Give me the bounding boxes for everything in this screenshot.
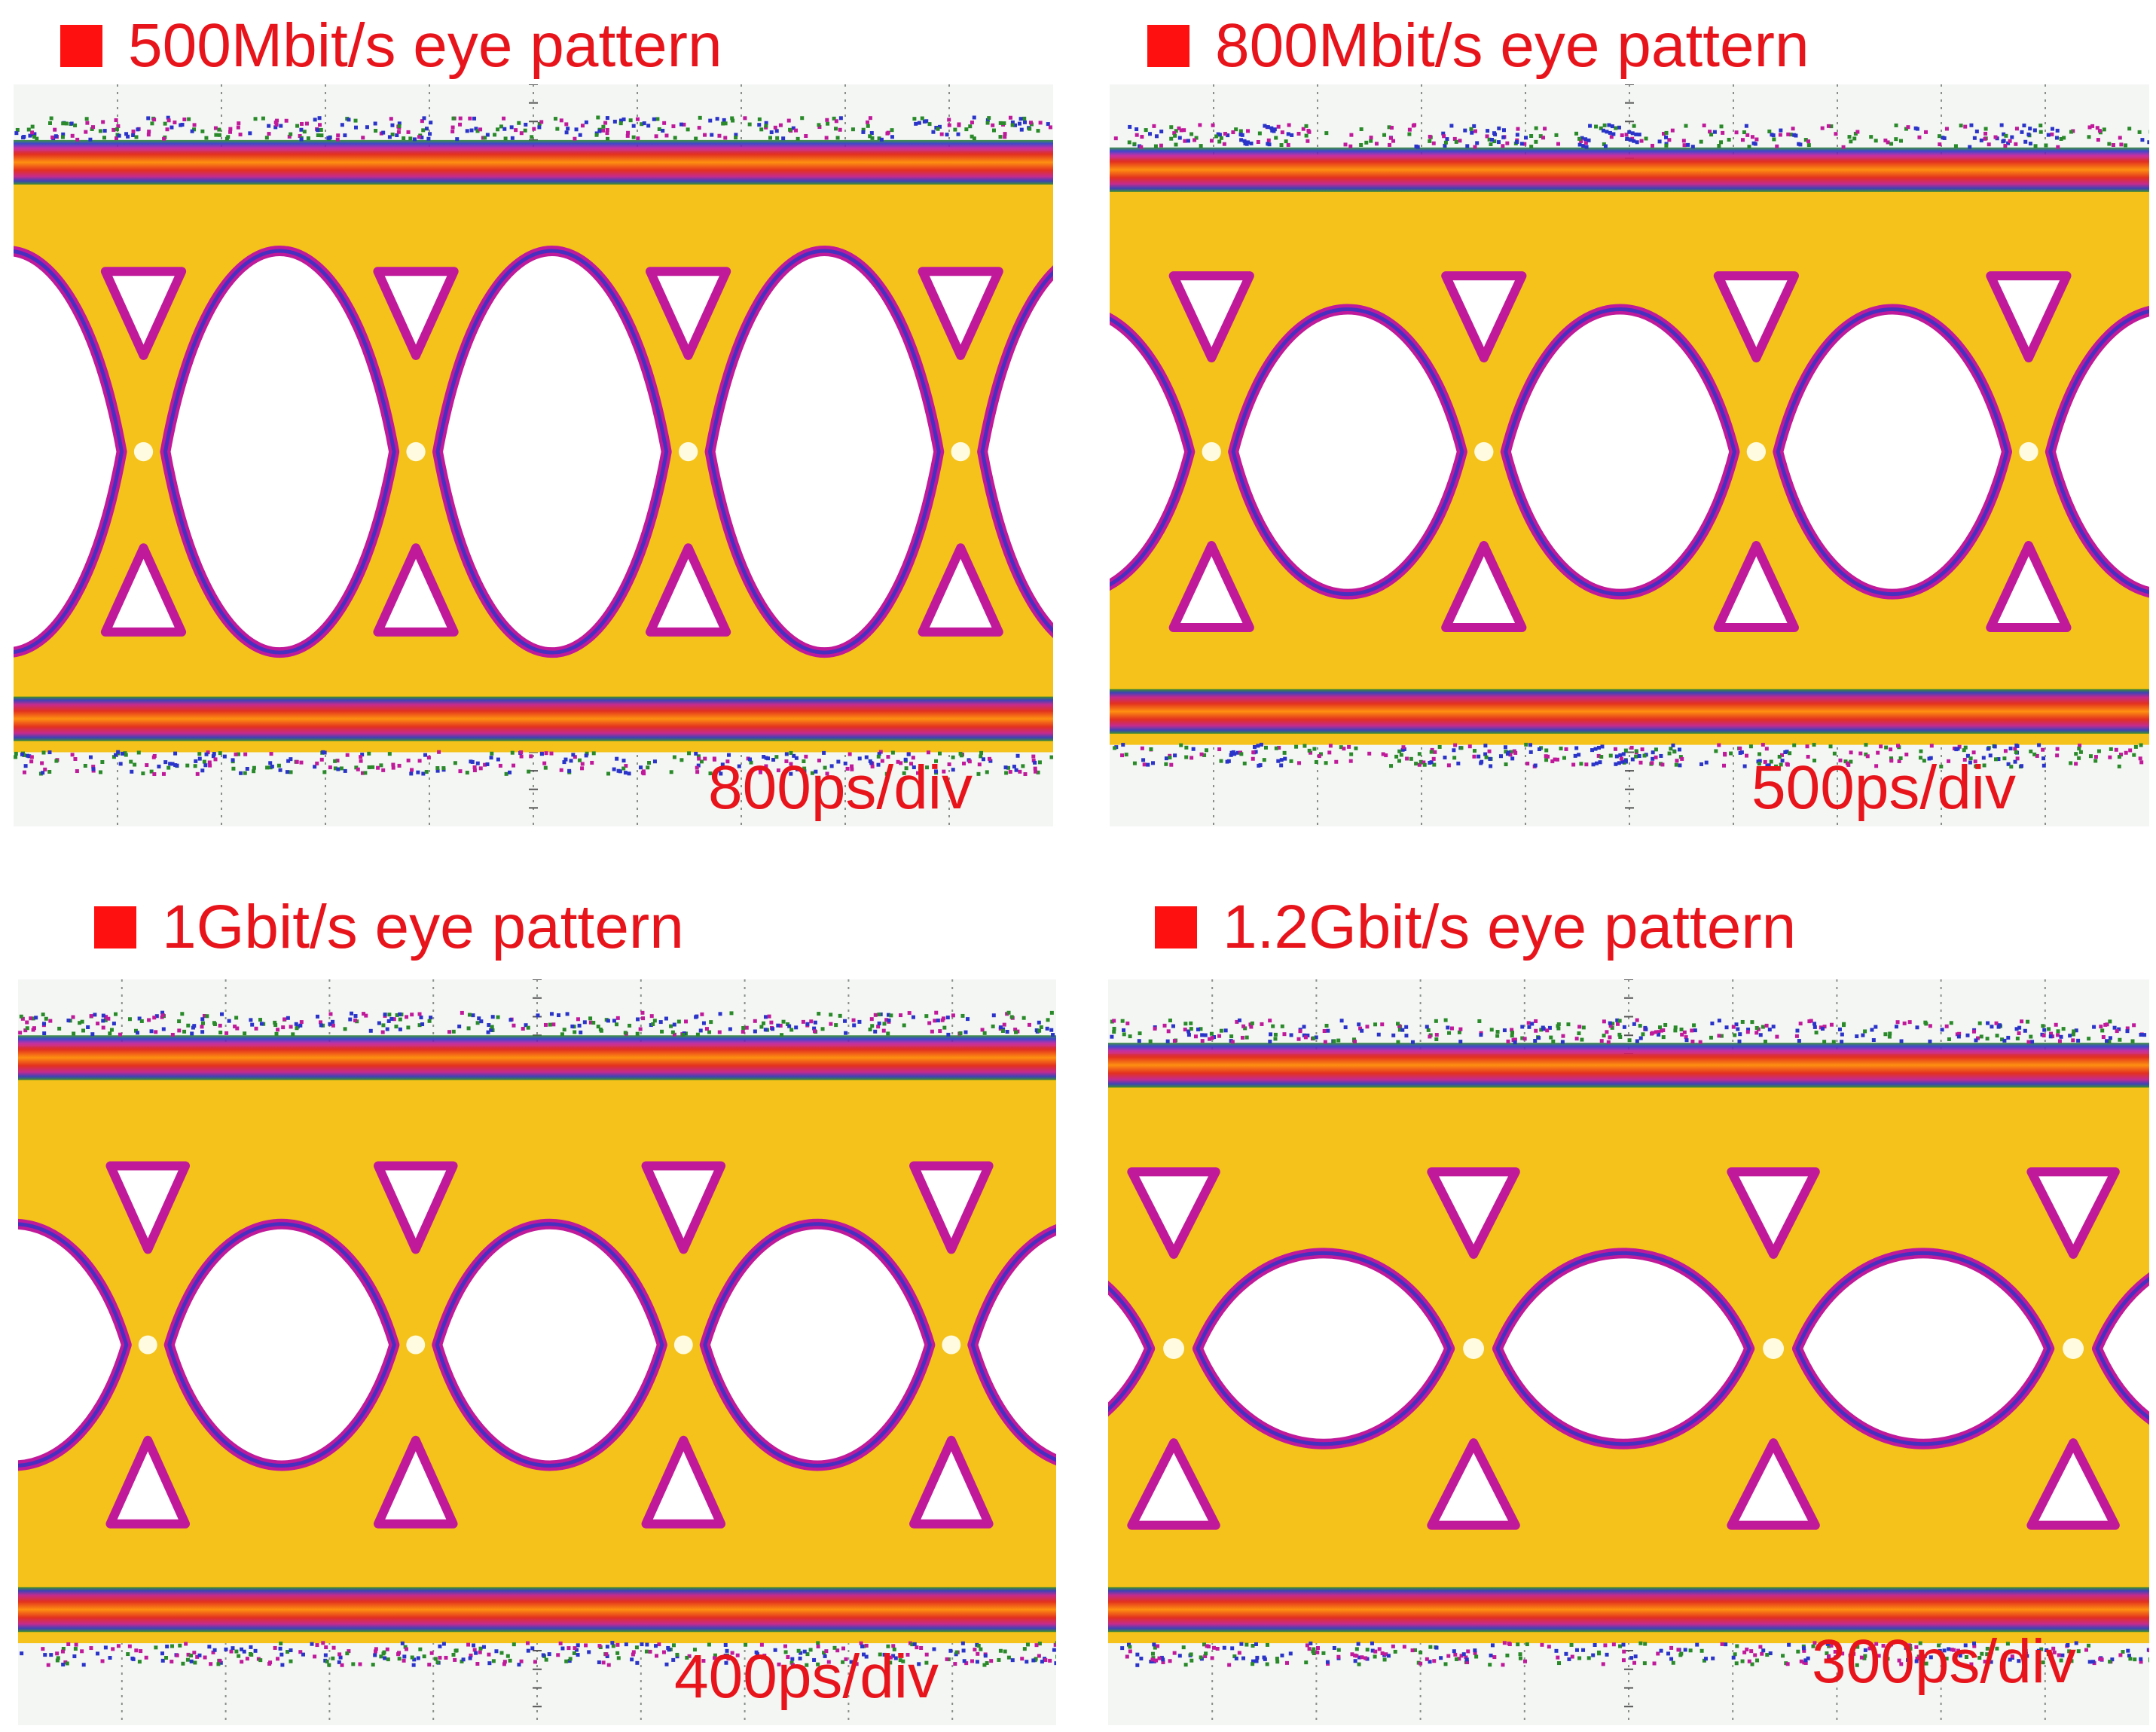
crossing-point — [678, 441, 698, 462]
timebase-label: 400ps/div — [674, 1642, 939, 1711]
crossing-point — [2019, 441, 2038, 462]
upper-transition-triangle — [646, 267, 731, 360]
crossing-point — [406, 1335, 426, 1355]
panel-title: 1Gbit/s eye pattern — [94, 897, 684, 958]
lower-transition-triangle — [2026, 1438, 2120, 1530]
high-level-rail — [1108, 1043, 2149, 1088]
lower-transition-triangle — [1127, 1438, 1220, 1530]
crossing-point — [673, 1335, 693, 1355]
upper-transition-triangle — [373, 267, 459, 360]
timebase-label: 500ps/div — [1751, 753, 2017, 822]
red-square-icon — [1155, 906, 1197, 948]
crossing-point — [1474, 441, 1494, 462]
crossing-point — [133, 441, 154, 462]
timebase-label: 800ps/div — [708, 753, 973, 822]
upper-transition-triangle — [1168, 271, 1254, 363]
upper-transition-triangle — [909, 1161, 994, 1254]
timebase-label: 300ps/div — [1812, 1627, 2077, 1696]
lower-transition-triangle — [1713, 541, 1799, 633]
upper-transition-triangle — [918, 267, 1003, 360]
crossing-point — [1202, 441, 1221, 462]
lower-transition-triangle — [105, 1435, 191, 1529]
lower-transition-triangle — [1168, 541, 1254, 633]
lower-transition-triangle — [1441, 541, 1527, 633]
eye-openings — [1110, 271, 2149, 633]
lower-transition-triangle — [646, 543, 731, 637]
upper-transition-triangle — [1427, 1167, 1520, 1259]
crossing-point — [406, 441, 426, 462]
lower-transition-triangle — [374, 1435, 458, 1529]
upper-transition-triangle — [641, 1161, 726, 1254]
panel-title: 800Mbit/s eye pattern — [1147, 15, 1809, 77]
eye-openings — [14, 246, 1053, 658]
high-level-rail — [18, 1035, 1056, 1080]
eye-openings — [18, 1161, 1056, 1529]
high-level-rail — [1110, 147, 2149, 192]
crossing-point — [942, 1335, 961, 1355]
red-square-icon — [60, 25, 102, 67]
panel-title: 500Mbit/s eye pattern — [60, 15, 722, 77]
crossing-point — [1746, 441, 1767, 462]
eye-diagram-plot — [18, 979, 1056, 1725]
eye-diagram-plot — [1110, 84, 2149, 826]
lower-transition-triangle — [909, 1435, 994, 1529]
low-level-rail — [18, 1587, 1056, 1633]
lower-transition-triangle — [918, 543, 1003, 637]
eye-diagram-svg — [1110, 84, 2149, 826]
eye-opening — [2091, 1272, 2149, 1425]
eye-diagram-plot — [1108, 979, 2149, 1725]
crossing-point — [138, 1335, 157, 1355]
lower-transition-triangle — [641, 1435, 726, 1529]
low-level-rail — [1108, 1587, 2149, 1633]
panel-title-text: 1.2Gbit/s eye pattern — [1223, 893, 1797, 961]
crossing-point — [1463, 1338, 1485, 1359]
crossing-point — [1763, 1338, 1785, 1359]
crossing-point — [1163, 1338, 1184, 1359]
panel-title-text: 800Mbit/s eye pattern — [1215, 11, 1809, 80]
low-level-rail — [14, 696, 1053, 741]
upper-transition-triangle — [2026, 1167, 2120, 1259]
crossing-point — [951, 441, 970, 462]
lower-transition-triangle — [100, 543, 187, 637]
trace-noise — [1110, 1018, 2149, 1667]
upper-transition-triangle — [1441, 271, 1527, 363]
lower-transition-triangle — [1727, 1438, 1820, 1530]
upper-transition-triangle — [374, 1161, 458, 1254]
trace-noise — [14, 115, 1053, 777]
upper-transition-triangle — [1986, 271, 2072, 363]
eye-diagram-svg — [1108, 979, 2149, 1725]
low-level-rail — [1110, 689, 2149, 734]
eye-openings — [1108, 1167, 2149, 1530]
trace-noise — [1113, 123, 2149, 769]
crossing-point — [2063, 1338, 2084, 1359]
eye-diagram-plot — [14, 84, 1053, 826]
lower-transition-triangle — [1986, 541, 2072, 633]
upper-transition-triangle — [105, 1161, 191, 1254]
eye-diagram-svg — [14, 84, 1053, 826]
panel-title: 1.2Gbit/s eye pattern — [1155, 897, 1796, 958]
panel-title-text: 1Gbit/s eye pattern — [162, 893, 684, 961]
high-level-rail — [14, 139, 1053, 185]
red-square-icon — [94, 906, 136, 948]
eye-diagram-svg — [18, 979, 1056, 1725]
lower-transition-triangle — [373, 543, 459, 637]
panel-title-text: 500Mbit/s eye pattern — [128, 11, 722, 80]
lower-transition-triangle — [1427, 1438, 1520, 1530]
red-square-icon — [1147, 25, 1189, 67]
upper-transition-triangle — [1727, 1167, 1820, 1259]
upper-transition-triangle — [1127, 1167, 1220, 1259]
upper-transition-triangle — [100, 267, 187, 360]
upper-transition-triangle — [1713, 271, 1799, 363]
trace-noise — [18, 1010, 1056, 1667]
